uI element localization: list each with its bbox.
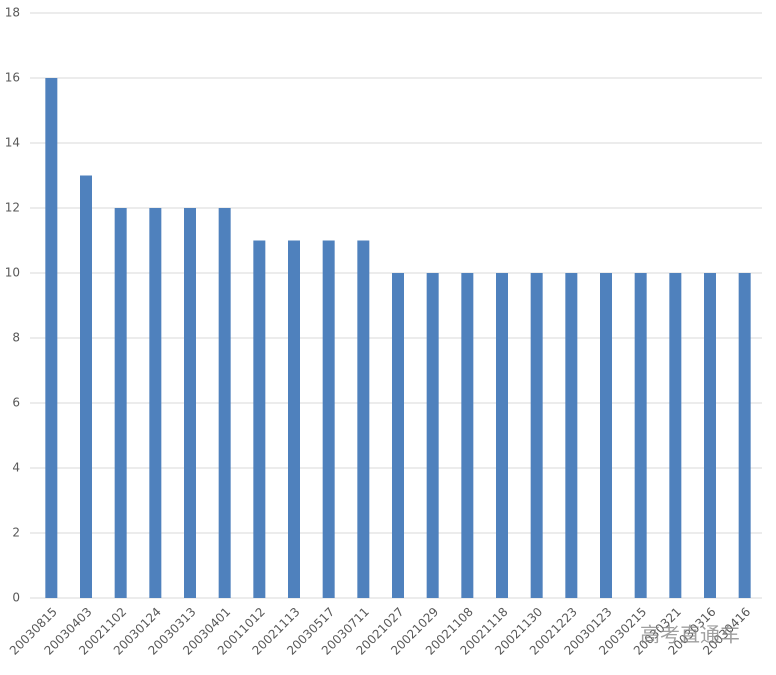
bar bbox=[357, 240, 370, 598]
bar bbox=[530, 273, 543, 598]
y-tick-label: 8 bbox=[12, 331, 20, 345]
bar bbox=[738, 273, 751, 598]
y-tick-label: 12 bbox=[5, 201, 20, 215]
bar bbox=[392, 273, 404, 598]
y-tick-label: 18 bbox=[5, 6, 20, 20]
bar bbox=[426, 273, 439, 598]
bar bbox=[218, 208, 231, 598]
bar bbox=[600, 273, 612, 598]
y-tick-label: 2 bbox=[12, 526, 20, 540]
y-tick-label: 4 bbox=[12, 461, 20, 475]
y-tick-label: 16 bbox=[5, 71, 20, 85]
bar bbox=[565, 273, 578, 598]
bar bbox=[288, 240, 300, 598]
bar bbox=[114, 208, 127, 598]
bar bbox=[634, 273, 647, 598]
watermark: 高考直通车 bbox=[640, 623, 740, 647]
bar bbox=[496, 273, 508, 598]
bar bbox=[669, 273, 682, 598]
y-tick-label: 10 bbox=[5, 266, 20, 280]
bar bbox=[322, 240, 335, 598]
y-tick-label: 6 bbox=[12, 396, 20, 410]
bar bbox=[149, 208, 162, 598]
y-tick-label: 14 bbox=[5, 136, 20, 150]
bar bbox=[184, 208, 196, 598]
y-tick-label: 0 bbox=[12, 591, 20, 605]
bar bbox=[253, 240, 266, 598]
bar bbox=[45, 78, 58, 598]
bar bbox=[80, 175, 92, 598]
bar bbox=[461, 273, 474, 598]
bar bbox=[704, 273, 716, 598]
